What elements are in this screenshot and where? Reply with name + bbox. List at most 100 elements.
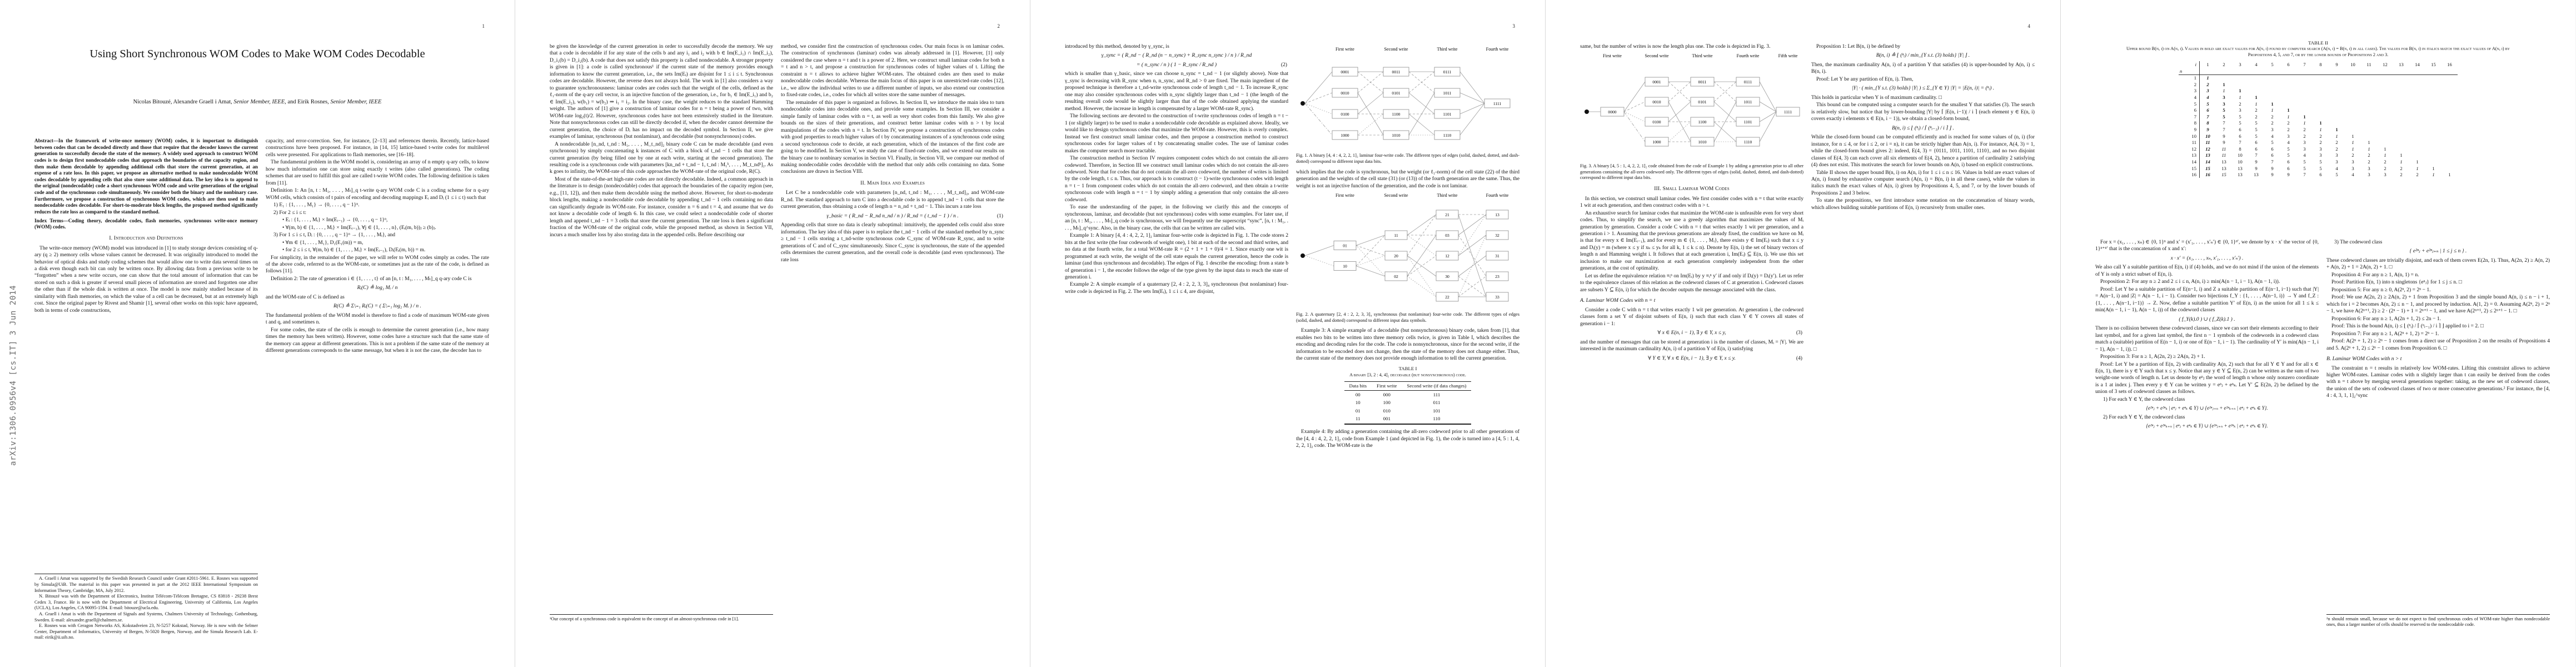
table-2-rule-cell [2425,67,2442,75]
table-2-cell [2345,101,2361,107]
section-1-heading: I. Introduction and Definitions [109,235,183,242]
definition-1: Definition 1: An [n, t : M₁, . . . , Mₜ]… [266,187,489,201]
table-2-cell: 3 [2368,165,2370,171]
table-2-col-header: 11 [2366,62,2371,68]
table-2-cell [2313,74,2329,81]
edge-dotted [1357,113,1384,136]
table-2-cell: 5 [2239,113,2241,120]
state-label: 0101 [1392,91,1400,96]
table-2-rule-cell [2377,67,2393,75]
table-2-cell [2232,81,2248,88]
table-2-row-header: 1 [2179,74,2200,82]
paragraph: and the WOM-rate of C is defined as [266,293,345,300]
paragraph: The fundamental problem of the WOM model… [266,312,489,326]
table-2-cell: 5 [2271,140,2274,146]
p2-right-column: method, we consider first the constructi… [781,43,1004,623]
table-2-cell [2425,120,2442,127]
edge-dashdot [1304,103,1333,136]
example-1: Example 1: A binary [4, 4 : 4, 2, 2, 1]₂… [1065,232,1288,280]
table-1-header: Data bits [1344,381,1372,391]
paragraph: The remainder of this paper is organized… [781,99,1004,175]
state-label: 13 [1495,212,1499,217]
table-2-cell: 13 [2238,165,2243,171]
state-label: 1000 [1341,133,1349,138]
table-2-cell: 3 [2319,152,2322,158]
write-column-label: First write [1336,193,1354,198]
footnote-2: ²n should remain small, because we do no… [2326,616,2550,628]
paragraph: be given the knowledge of the current ge… [550,43,773,140]
state-label: 1110 [1744,140,1752,145]
state-box [1436,230,1459,240]
write-column-label: Second write [1645,53,1669,58]
table-2-col-header: 12 [2383,62,2388,68]
table-2-corner-n: n [2179,67,2200,75]
table-2-cell [2425,74,2442,81]
state-box [1486,271,1509,281]
page-3: 3 introduced by this method, denoted by … [1030,0,1545,667]
paragraph: introduced by this method, denoted by γ_… [1065,43,1169,49]
table-2-cell [2442,158,2458,165]
table-2-cell [2377,94,2393,101]
table-2-cell [2361,88,2377,94]
table-2-cell: 5 [2319,159,2322,165]
table-2-cell [2345,126,2361,133]
state-box [1486,292,1509,302]
state-box [1645,77,1669,87]
table-2-cell: 5 [2206,101,2209,107]
state-box [1736,97,1760,107]
table-2-cell: 1 [2319,127,2322,133]
state-label: 1110 [1443,133,1452,138]
edge-dashed [1458,276,1487,297]
state-box [1736,77,1760,87]
edge-solid [1459,103,1485,115]
section-3-heading: III. Small Laminar WOM Codes [1654,186,1730,192]
state-label: 0011 [1392,69,1401,74]
table-2-cell [2361,120,2377,127]
table-2-cell: 1 [2319,120,2322,126]
table-2-col-header: 4 [2255,62,2258,68]
table-2-cell: 1 [2384,146,2386,152]
table-2-cell: 11 [2221,146,2226,152]
table-2-cell: 2 [2335,146,2338,152]
equation-rate-i: Rᵢ(C) ≜ log₂ Mᵢ / n [357,285,398,291]
table-2-cell: 8 [2239,146,2241,152]
equation-class-1: {e²ⁿⱼ + e²ⁿₖ | eⁿⱼ + eⁿₖ ∈ Y} ∪ {e²ⁿⱼ₊ₙ … [2146,405,2268,411]
fig2-svg: First write Second write Third write Fourth… [1301,193,1509,302]
table-2-rule-cell [2248,67,2264,75]
table-2-cell: 7 [2223,120,2225,126]
table-1-caption: A binary [3, 2 : 4, 4]₂ decodable (but n… [1349,372,1466,378]
table-1-cell: 011 [1433,400,1441,406]
table-2-cell: 7 [2223,127,2225,133]
table-2-cell [2280,101,2296,107]
proof-7: Proof: A(2ⁿ + 1, 2) ≥ 2ⁿ − 1 comes from … [2326,338,2550,351]
state-label: 1000 [1652,140,1661,145]
table-2-caption: Upper bound B(n, i) on A(n, i). Values i… [2126,46,2510,57]
table-2-cell [2393,126,2409,133]
p3-left-column: introduced by this method, denoted by γ_… [1065,43,1288,623]
edge-dotted [1356,255,1386,267]
table-2-cell: 13 [2238,172,2243,178]
start-dot [1585,109,1589,115]
figure-1-caption: Fig. 1. A binary [4, 4 : 4, 2, 2, 1]₂ la… [1296,153,1519,165]
table-2-cell: 4 [2206,94,2209,101]
proof-2: Proof: Let Y be a suitable partition of … [2095,286,2319,313]
table-2-cell: 6 [2271,146,2274,152]
table-2-cell [2345,94,2361,101]
write-column-label: First write [1336,47,1354,52]
edge-solid [1458,256,1487,277]
table-2-cell: 1 [2368,140,2370,146]
table-2-cell: 5 [2255,133,2258,139]
table-2-col-header: 7 [2303,62,2306,68]
table-2-cell [2442,101,2458,107]
state-label: 23 [1495,274,1499,279]
table-2-cell: 5 [2287,152,2290,158]
table-2-cell [2425,107,2442,113]
table-2-col-header: 1 [2206,62,2209,68]
table-2-cell [2280,88,2296,94]
authors-role: Senior Member, IEEE [233,99,285,105]
table-2-cell: 14 [2205,159,2210,165]
table-2-cell [2329,88,2345,94]
table-2-cell: 2 [2400,172,2403,178]
intro-paragraph: The write-once memory (WOM) model was in… [34,245,258,313]
table-1-cell: 101 [1433,407,1441,414]
